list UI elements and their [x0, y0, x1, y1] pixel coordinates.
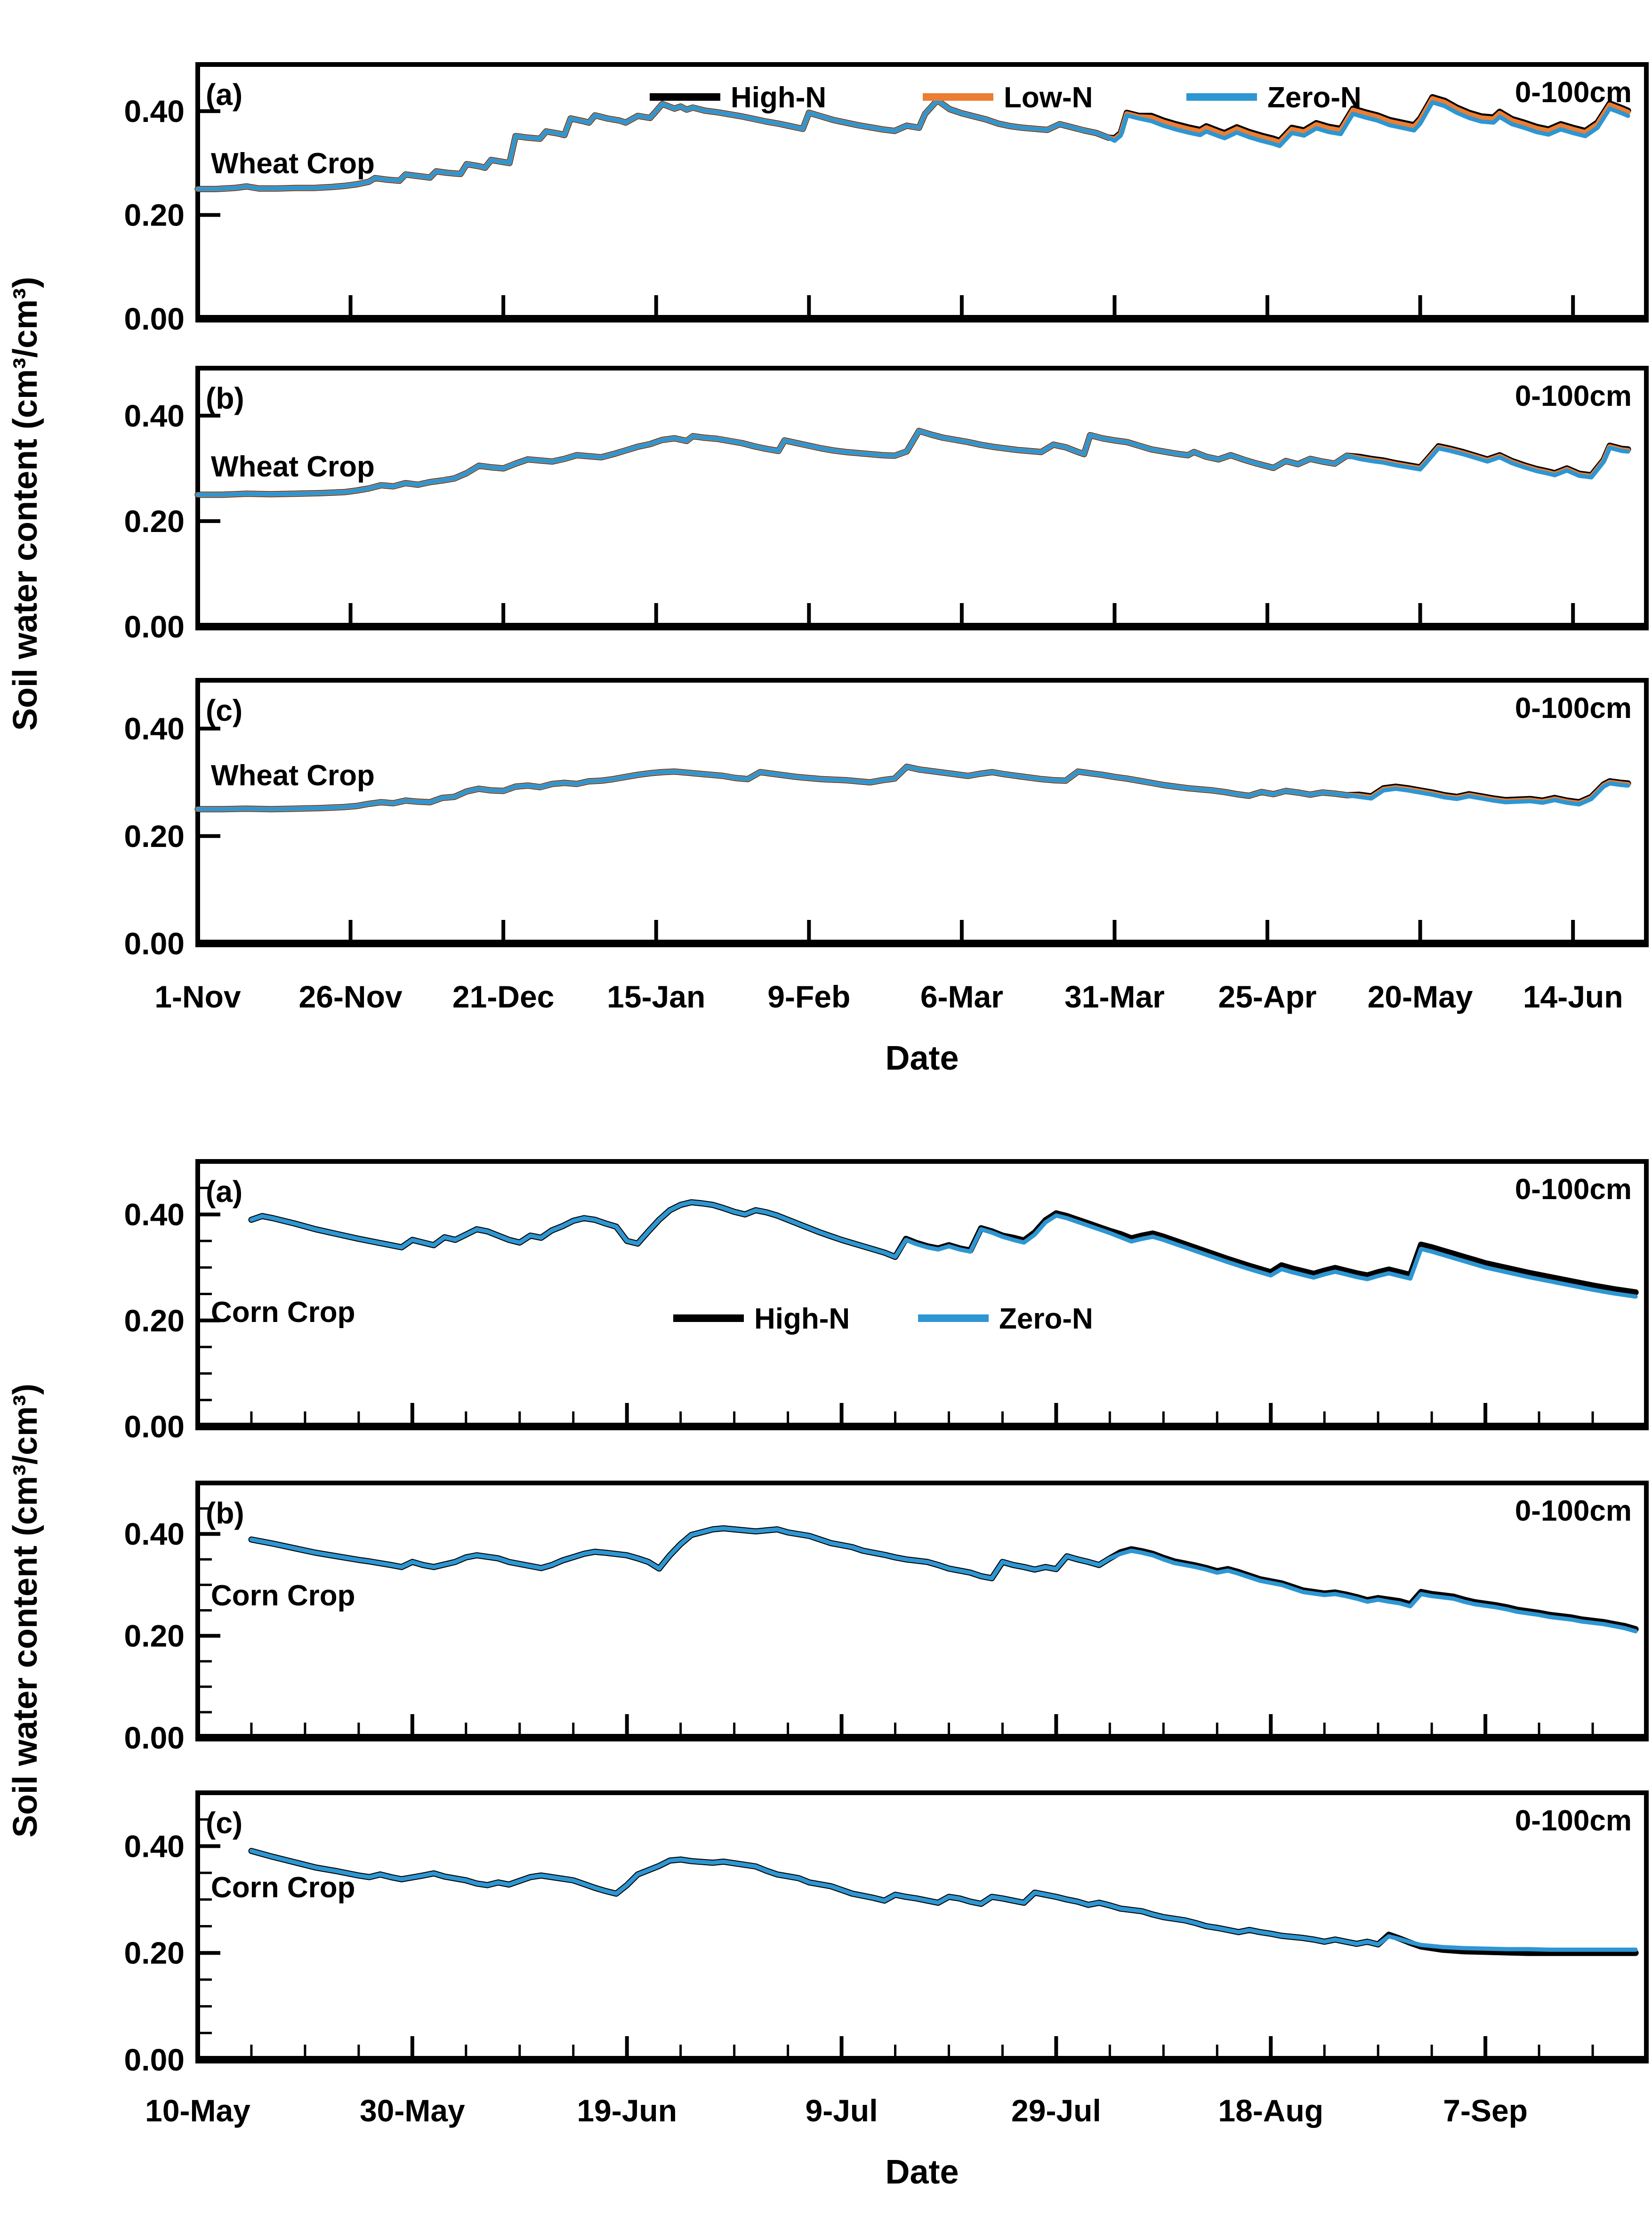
x-tick-label: 18-Aug	[1218, 2093, 1323, 2128]
panel-border	[195, 678, 1649, 946]
wheat-panel-c: 0.00 0.20 0.40 (c) Wheat Crop 0-100cm	[124, 678, 1649, 961]
x-tick-label: 9-Jul	[806, 2093, 878, 2128]
y-tick-label: 0.00	[124, 1720, 185, 1755]
wheat-a-zero-n-line	[195, 98, 1630, 191]
corn-panel-a: 0.00 0.20 0.40 (a) Corn Crop 0-100cm High-N Zer…	[124, 1159, 1649, 1444]
crop-label: Wheat Crop	[211, 147, 375, 180]
legend-label-high-n: High-N	[754, 1303, 850, 1335]
x-tick-label: 20-May	[1368, 979, 1473, 1014]
wheat-y-axis-title: Soil water content (cm³/cm³)	[7, 277, 44, 731]
panel-letter: (c)	[206, 1806, 242, 1840]
wheat-x-axis-title: Date	[885, 1039, 959, 1077]
x-tick-label: 26-Nov	[299, 979, 403, 1014]
panel-letter: (b)	[206, 1496, 244, 1530]
y-tick-label: 0.40	[124, 94, 185, 129]
panel-border	[195, 366, 1649, 629]
panel-border	[195, 1159, 1649, 1429]
legend-label-zero-n: Zero-N	[999, 1303, 1093, 1335]
depth-badge: 0-100cm	[1515, 380, 1632, 412]
x-tick-label: 15-Jan	[607, 979, 705, 1014]
wheat-b-zero-n-line	[195, 428, 1630, 497]
corn-chart: Soil water content (cm³/cm³) 0.00 0.20 0.40…	[7, 1159, 1649, 2191]
x-tick-label: 9-Feb	[767, 979, 850, 1014]
corn-c-zero-n-line	[249, 1849, 1638, 1952]
legend-label-zero-n: Zero-N	[1267, 81, 1362, 114]
x-tick-label: 7-Sep	[1443, 2093, 1528, 2128]
y-tick-label: 0.40	[124, 398, 185, 433]
crop-label: Corn Crop	[211, 1579, 355, 1612]
panel-border	[195, 1790, 1649, 2062]
corn-panel-b: 0.00 0.20 0.40 (b) Corn Crop 0-100cm	[124, 1481, 1649, 1755]
corn-b-zero-n-line	[249, 1526, 1638, 1634]
panel-letter: (a)	[206, 78, 242, 112]
y-tick-label: 0.00	[124, 926, 185, 961]
legend-label-low-n: Low-N	[1004, 81, 1093, 114]
panel-letter: (b)	[206, 381, 244, 415]
y-tick-label: 0.20	[124, 198, 185, 233]
depth-badge: 0-100cm	[1515, 76, 1632, 109]
crop-label: Wheat Crop	[211, 451, 375, 483]
corn-panel-c: 0.00 0.20 0.40 (c) Corn Crop 0-100cm	[124, 1790, 1649, 2077]
panel-letter: (c)	[206, 693, 242, 727]
y-tick-label: 0.20	[124, 1935, 185, 1970]
x-tick-label: 29-Jul	[1011, 2093, 1101, 2128]
x-tick-label: 31-Mar	[1064, 979, 1165, 1014]
depth-badge: 0-100cm	[1515, 1495, 1632, 1527]
depth-badge: 0-100cm	[1515, 1173, 1632, 1206]
corn-y-axis-title: Soil water content (cm³/cm³)	[7, 1384, 44, 1837]
wheat-figure: Soil water content (cm³/cm³) 0.00 0.20 0.40…	[0, 0, 1652, 1097]
legend-label-high-n: High-N	[731, 81, 826, 114]
crop-label: Corn Crop	[211, 1871, 355, 1904]
y-tick-label: 0.00	[124, 609, 185, 644]
x-tick-label: 1-Nov	[154, 979, 241, 1014]
wheat-panel-a: 0.00 0.20 0.40 (a) Wheat Crop 0-100cm High-N Lo…	[124, 62, 1649, 336]
y-tick-label: 0.20	[124, 1619, 185, 1653]
y-tick-label: 0.20	[124, 819, 185, 854]
x-tick-label: 25-Apr	[1218, 979, 1317, 1014]
x-tick-label: 10-May	[145, 2093, 250, 2128]
panel-border	[195, 1481, 1649, 1740]
y-tick-label: 0.00	[124, 1409, 185, 1444]
y-tick-label: 0.20	[124, 504, 185, 539]
corn-b-high-n-line	[248, 1525, 1639, 1632]
y-tick-label: 0.00	[124, 301, 185, 336]
y-tick-label: 0.00	[124, 2042, 185, 2077]
x-tick-label: 19-Jun	[577, 2093, 677, 2128]
depth-badge: 0-100cm	[1515, 1805, 1632, 1837]
y-tick-label: 0.40	[124, 711, 185, 746]
panel-letter: (a)	[206, 1175, 242, 1209]
corn-x-axis-title: Date	[885, 2153, 959, 2191]
corn-figure: Soil water content (cm³/cm³) 0.00 0.20 0.40…	[0, 1097, 1652, 2224]
y-tick-label: 0.20	[124, 1303, 185, 1338]
wheat-chart: Soil water content (cm³/cm³) 0.00 0.20 0.40…	[7, 62, 1649, 1077]
x-tick-label: 14-Jun	[1523, 979, 1623, 1014]
x-tick-label: 30-May	[360, 2093, 465, 2128]
y-tick-label: 0.40	[124, 1197, 185, 1232]
crop-label: Corn Crop	[211, 1296, 355, 1329]
y-tick-label: 0.40	[124, 1516, 185, 1551]
wheat-c-zero-n-line	[195, 765, 1630, 812]
x-tick-label: 6-Mar	[920, 979, 1003, 1014]
wheat-panel-b: 0.00 0.20 0.40 (b) Wheat Crop 0-100cm	[124, 366, 1649, 644]
depth-badge: 0-100cm	[1515, 692, 1632, 725]
corn-a-zero-n-line	[249, 1200, 1638, 1299]
crop-label: Wheat Crop	[211, 759, 375, 792]
x-tick-label: 21-Dec	[452, 979, 554, 1014]
y-tick-label: 0.40	[124, 1829, 185, 1863]
